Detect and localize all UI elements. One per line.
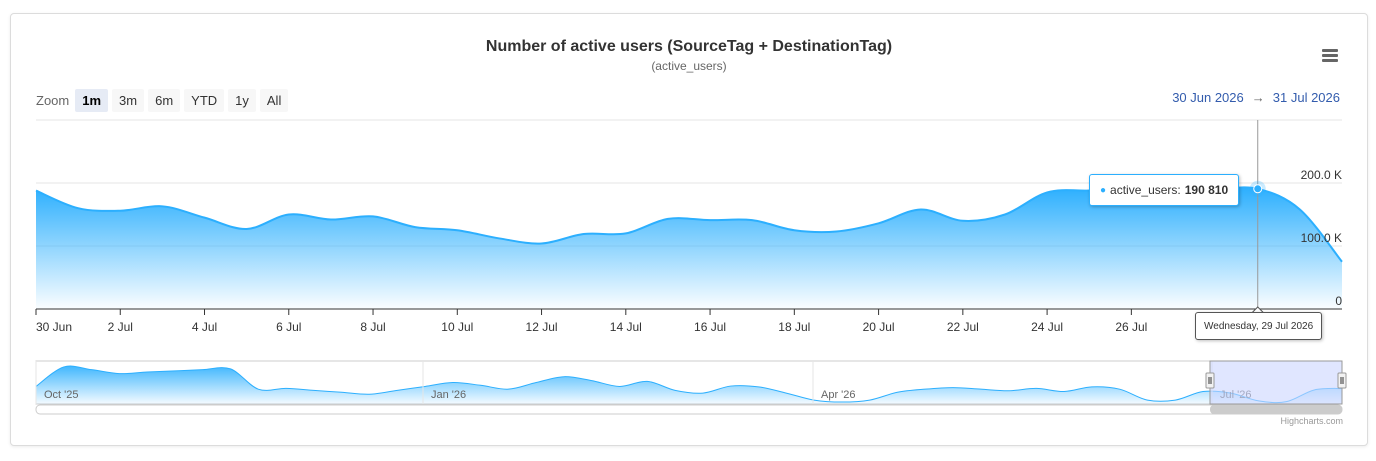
x-tick-label: 8 Jul	[360, 320, 385, 334]
zoom-label: Zoom	[36, 93, 70, 108]
zoom-button-all[interactable]: All	[259, 89, 289, 112]
y-tick-label: 0	[1335, 294, 1342, 308]
navigator-handle-left[interactable]	[1205, 372, 1215, 389]
x-tick-label: 12 Jul	[526, 320, 558, 334]
x-tick-label: 6 Jul	[276, 320, 301, 334]
x-axis: 30 Jun 2 Jul 4 Jul 6 Jul 8 Jul 10 Jul 12 Jul 14…	[35, 308, 1342, 334]
x-tick-label: 26 Jul	[1115, 320, 1147, 334]
zoom-button-3m[interactable]: 3m	[112, 89, 145, 112]
scrollbar-track[interactable]	[35, 404, 1343, 415]
zoom-selector: Zoom 1m 3m 6m YTD 1y All	[36, 89, 292, 112]
zoom-button-6m[interactable]: 6m	[148, 89, 181, 112]
navigator-mask	[1209, 360, 1343, 405]
credits-link[interactable]: Highcharts.com	[1280, 416, 1343, 426]
date-range: 30 Jun 2026 → 31 Jul 2026	[1172, 90, 1340, 105]
x-tick-label: 16 Jul	[694, 320, 726, 334]
y-tick-label: 100.0 K	[1301, 231, 1342, 245]
range-arrow-icon: →	[1251, 90, 1265, 105]
date-tooltip: Wednesday, 29 Jul 2026	[1195, 312, 1323, 340]
range-to-input[interactable]: 31 Jul 2026	[1272, 90, 1340, 105]
hamburger-menu-icon[interactable]	[1318, 47, 1342, 69]
chart-subtitle: (active_users)	[651, 59, 727, 73]
y-axis: 0 100.0 K 200.0 K	[1301, 168, 1343, 308]
date-tooltip-pointer	[1251, 306, 1265, 314]
range-from-input[interactable]: 30 Jun 2026	[1172, 90, 1244, 105]
zoom-button-1m[interactable]: 1m	[75, 89, 109, 112]
tooltip-value: 190 810	[1184, 183, 1229, 197]
x-tick-label: 2 Jul	[108, 320, 133, 334]
hover-point	[1253, 184, 1263, 194]
x-tick-label: 10 Jul	[441, 320, 473, 334]
x-tick-label: 4 Jul	[192, 320, 217, 334]
y-tick-label: 200.0 K	[1301, 168, 1342, 182]
series-dot-icon: ●	[1100, 184, 1107, 196]
x-tick-label: 22 Jul	[947, 320, 979, 334]
x-tick-label: 24 Jul	[1031, 320, 1063, 334]
zoom-button-ytd[interactable]: YTD	[184, 89, 225, 112]
tooltip: ● active_users: 190 810	[1089, 174, 1240, 206]
navigator-label: Jan '26	[431, 389, 466, 401]
chart-container: Number of active users (SourceTag + Dest…	[10, 13, 1368, 446]
navigator-handle-right[interactable]	[1337, 372, 1347, 389]
x-tick-label: 30 Jun	[36, 320, 72, 334]
series-area-fill	[36, 187, 1342, 309]
scrollbar-thumb[interactable]	[1210, 405, 1342, 414]
x-tick-label: 18 Jul	[778, 320, 810, 334]
chart-title: Number of active users (SourceTag + Dest…	[485, 38, 893, 55]
zoom-button-1y[interactable]: 1y	[228, 89, 256, 112]
x-tick-label: 14 Jul	[610, 320, 642, 334]
navigator-label: Apr '26	[821, 389, 856, 401]
tooltip-series: active_users:	[1110, 183, 1181, 197]
hover-marker	[1249, 120, 1266, 314]
navigator-label: Oct '25	[44, 389, 79, 401]
chart-svg: 30 Jun 2 Jul 4 Jul 6 Jul 8 Jul 10 Jul 12 Jul 14…	[35, 119, 1347, 415]
navigator-line	[35, 365, 1343, 404]
x-tick-label: 20 Jul	[863, 320, 895, 334]
